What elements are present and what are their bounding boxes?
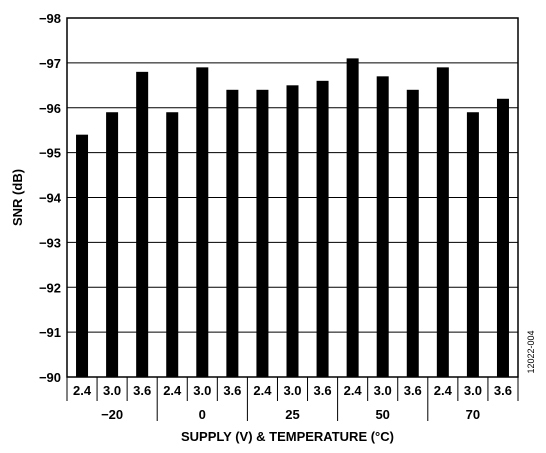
bar: [256, 89, 269, 378]
bar: [316, 80, 329, 377]
bar: [376, 76, 389, 378]
supply-label: 3.6: [494, 383, 512, 398]
bar: [226, 89, 239, 378]
y-tick-label: −97: [39, 56, 61, 71]
y-tick-label: −93: [39, 235, 61, 250]
plot-frame: [66, 17, 519, 378]
bar: [76, 134, 89, 377]
supply-label: 3.6: [133, 383, 151, 398]
x-category-labels: 2.4 3.0 3.6 −20 2.4 3.0 3.6 0 2.4 3.0 3.6 25 2.4 3.0 3…: [66, 377, 519, 422]
bar: [496, 98, 509, 378]
temperature-label: 25: [285, 407, 299, 422]
bar: [286, 85, 299, 377]
figure-id: 12022-004: [526, 330, 536, 373]
bars: [76, 58, 509, 378]
temperature-label: 0: [199, 407, 206, 422]
y-tick-labels: −98 −97 −96 −95 −94 −93 −92 −91 −90: [39, 11, 62, 385]
bar: [466, 112, 479, 378]
supply-label: 3.6: [223, 383, 241, 398]
supply-label: 3.6: [314, 383, 332, 398]
y-tick-label: −90: [39, 370, 61, 385]
supply-label: 3.0: [193, 383, 211, 398]
y-tick-label: −94: [39, 191, 62, 206]
y-axis-title: SNR (dB): [10, 169, 25, 226]
supply-label: 2.4: [73, 383, 92, 398]
y-tick-label: −98: [39, 11, 61, 26]
bar: [106, 112, 119, 378]
temperature-label: 70: [466, 407, 480, 422]
bar: [136, 71, 149, 377]
x-axis-title: SUPPLY (V) & TEMPERATURE (°C): [181, 429, 394, 444]
supply-label: 3.0: [464, 383, 482, 398]
y-tick-label: −91: [39, 325, 61, 340]
bar: [406, 89, 419, 378]
bar: [166, 112, 179, 378]
supply-label: 2.4: [163, 383, 182, 398]
supply-label: 2.4: [253, 383, 272, 398]
y-tick-label: −92: [39, 280, 61, 295]
y-tick-label: −96: [39, 101, 61, 116]
temperature-label: −20: [101, 407, 123, 422]
bar: [196, 67, 209, 378]
bar: [436, 67, 449, 378]
supply-label: 2.4: [434, 383, 453, 398]
supply-label: 3.0: [283, 383, 301, 398]
supply-label: 2.4: [344, 383, 363, 398]
supply-label: 3.6: [404, 383, 422, 398]
temperature-label: 50: [375, 407, 389, 422]
supply-label: 3.0: [103, 383, 121, 398]
supply-label: 3.0: [374, 383, 392, 398]
y-tick-label: −95: [39, 146, 61, 161]
bar: [346, 58, 359, 377]
